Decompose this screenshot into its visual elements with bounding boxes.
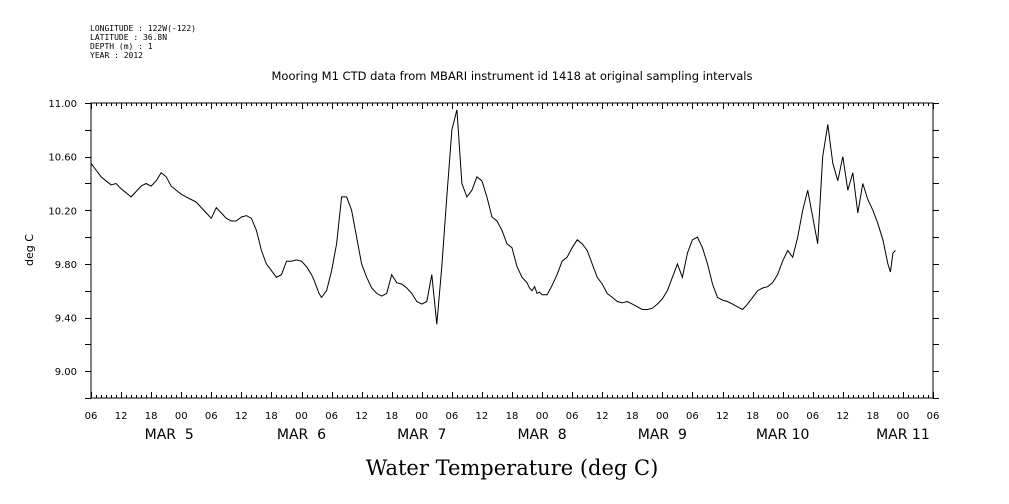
x-hour-label: 00 (897, 411, 910, 422)
x-axis-label: Water Temperature (deg C) (366, 456, 659, 480)
plot-frame (90, 102, 934, 399)
x-hour-label: 12 (355, 411, 368, 422)
y-axis: 9.00 9.40 9.80 10.20 10.60 11.00 (48, 99, 939, 399)
x-hour-label: 06 (325, 411, 338, 422)
y-tick-label: 10.60 (48, 153, 77, 164)
y-tick-label: 9.00 (55, 367, 77, 378)
x-day-label: MAR 9 (638, 427, 687, 443)
x-hour-label: 06 (806, 411, 819, 422)
x-hour-label: 12 (716, 411, 729, 422)
y-tick-label: 9.40 (55, 314, 77, 325)
x-hour-label: 06 (445, 411, 458, 422)
x-day-label: MAR 11 (876, 427, 930, 443)
x-hour-label: 00 (415, 411, 428, 422)
x-hour-label: 06 (205, 411, 218, 422)
x-day-label: MAR 6 (277, 427, 326, 443)
x-hour-label: 06 (686, 411, 699, 422)
x-hour-label: 06 (85, 411, 98, 422)
x-hour-label: 12 (836, 411, 849, 422)
x-hour-label: 18 (145, 411, 158, 422)
year-label: YEAR : 2012 (90, 51, 143, 60)
x-hour-label: 12 (476, 411, 489, 422)
x-day-label: MAR 8 (517, 427, 566, 443)
x-hour-label: 06 (566, 411, 579, 422)
x-hour-label: 18 (866, 411, 879, 422)
x-hour-label: 00 (656, 411, 669, 422)
y-tick-label: 9.80 (55, 260, 77, 271)
x-hour-label: 12 (235, 411, 248, 422)
x-hour-label: 18 (385, 411, 398, 422)
x-axis: 06 12 18 00 06 12 18 00 06 12 18 00 06 12 18 00 06 12 18 00… (85, 103, 940, 443)
series-line (90, 109, 896, 325)
chart-title: Mooring M1 CTD data from MBARI instrumen… (272, 69, 753, 83)
x-hour-label: 00 (295, 411, 308, 422)
x-day-label: MAR 5 (145, 427, 194, 443)
x-hour-label: 18 (506, 411, 519, 422)
x-hour-label: 00 (536, 411, 549, 422)
longitude-label: LONGITUDE : 122W(-122) (90, 24, 196, 33)
x-hour-label: 18 (265, 411, 278, 422)
y-tick-label: 11.00 (48, 99, 77, 110)
x-hour-label: 06 (927, 411, 940, 422)
x-day-label: MAR 10 (756, 427, 810, 443)
x-hour-label: 18 (746, 411, 759, 422)
y-tick-label: 10.20 (48, 206, 77, 217)
x-hour-label: 12 (115, 411, 128, 422)
x-hour-label: 18 (626, 411, 639, 422)
x-hour-label: 00 (776, 411, 789, 422)
latitude-label: LATITUDE : 36.8N (90, 33, 167, 42)
x-hour-label: 00 (175, 411, 188, 422)
y-axis-label: deg C (23, 234, 36, 266)
depth-label: DEPTH (m) : 1 (90, 42, 153, 51)
x-hour-label: 12 (596, 411, 609, 422)
x-day-label: MAR 7 (397, 427, 446, 443)
